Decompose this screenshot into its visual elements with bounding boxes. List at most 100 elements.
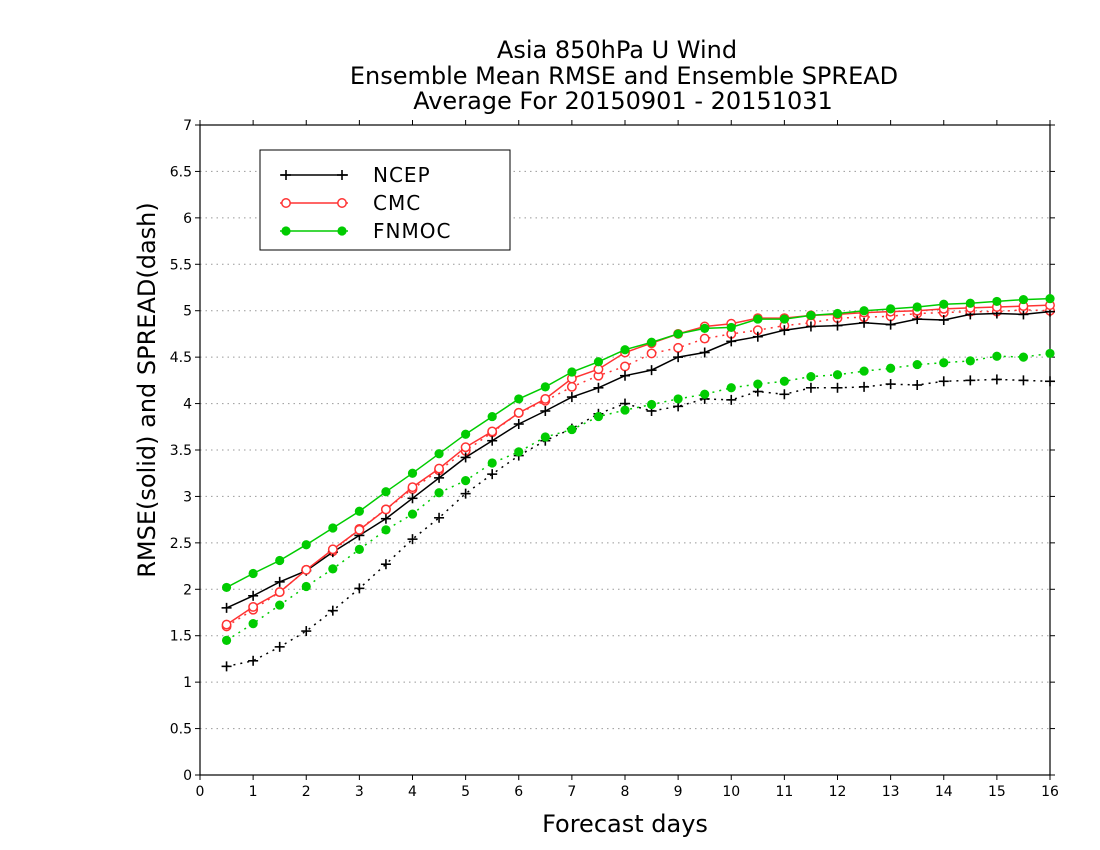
data-point-plus <box>779 389 790 400</box>
series-fnmoc-spread <box>221 348 1055 645</box>
y-tick-label: 4 <box>183 397 192 413</box>
x-tick-label: 2 <box>302 784 311 800</box>
data-point-open-circle <box>646 348 657 359</box>
y-axis-label: RMSE(solid) and SPREAD(dash) <box>133 202 161 578</box>
data-point-open-circle <box>673 342 684 353</box>
x-tick-label: 10 <box>722 784 740 800</box>
data-point-plus <box>281 170 291 180</box>
data-point-filled-circle <box>540 432 550 442</box>
data-point-filled-circle <box>700 323 710 333</box>
chart-title-line-3: Average For 20150901 - 20151031 <box>413 87 833 115</box>
data-point-filled-circle <box>354 506 364 516</box>
data-point-filled-circle <box>700 389 710 399</box>
data-point-filled-circle <box>514 394 524 404</box>
data-point-plus <box>832 320 843 331</box>
data-point-open-circle <box>566 381 577 392</box>
data-point-plus <box>274 576 285 587</box>
data-point-plus <box>991 374 1002 385</box>
data-point-filled-circle <box>673 329 683 339</box>
data-point-filled-circle <box>434 488 444 498</box>
data-point-plus <box>938 315 949 325</box>
data-point-filled-circle <box>779 314 789 324</box>
data-point-filled-circle <box>487 458 497 468</box>
data-point-filled-circle <box>939 299 949 309</box>
x-tick-label: 3 <box>355 784 364 800</box>
data-point-filled-circle <box>1045 348 1055 359</box>
data-point-filled-circle <box>620 405 630 415</box>
data-point-filled-circle <box>806 310 816 320</box>
data-point-filled-circle <box>832 308 843 319</box>
data-point-plus <box>301 626 312 637</box>
data-point-plus <box>274 641 285 652</box>
data-point-filled-circle <box>726 383 736 393</box>
data-point-filled-circle <box>646 399 657 410</box>
x-tick-label: 5 <box>461 784 470 800</box>
data-point-open-circle <box>221 619 232 630</box>
y-tick-label: 1.5 <box>170 629 192 645</box>
data-point-filled-circle <box>859 366 869 376</box>
data-point-filled-circle <box>301 540 311 550</box>
data-point-open-circle <box>281 198 291 208</box>
data-point-filled-circle <box>753 314 763 324</box>
data-point-open-circle <box>540 393 551 404</box>
data-point-open-circle <box>337 198 347 208</box>
data-point-filled-circle <box>992 296 1002 307</box>
data-point-plus <box>337 170 347 180</box>
series-cmc-spread <box>221 304 1055 632</box>
series-line <box>226 304 1051 626</box>
data-point-plus <box>487 435 498 446</box>
series-line <box>226 310 1051 609</box>
data-point-plus <box>248 590 259 601</box>
data-point-plus <box>859 381 870 392</box>
data-point-open-circle <box>620 361 630 372</box>
x-tick-label: 13 <box>882 784 900 800</box>
y-tick-label: 0 <box>183 768 192 784</box>
data-point-plus <box>434 512 445 523</box>
data-point-plus <box>805 382 816 393</box>
data-point-filled-circle <box>221 582 232 593</box>
data-point-plus <box>885 319 896 330</box>
data-point-filled-circle <box>381 525 391 535</box>
data-point-open-circle <box>513 407 524 418</box>
data-point-plus <box>327 605 338 616</box>
y-tick-label: 6.5 <box>170 164 192 180</box>
data-point-open-circle <box>487 426 498 437</box>
data-point-plus <box>487 469 498 480</box>
data-point-filled-circle <box>965 298 975 308</box>
data-point-plus <box>620 370 630 381</box>
legend-label: CMC <box>373 191 421 215</box>
data-point-open-circle <box>301 564 312 575</box>
data-point-plus <box>221 661 232 672</box>
data-point-filled-circle <box>407 509 418 519</box>
x-tick-label: 6 <box>514 784 523 800</box>
x-tick-label: 8 <box>621 784 630 800</box>
y-tick-label: 3 <box>183 489 192 505</box>
data-point-open-circle <box>274 587 285 598</box>
data-point-filled-circle <box>301 581 311 592</box>
data-point-filled-circle <box>328 564 338 574</box>
data-point-plus <box>699 347 710 358</box>
data-point-filled-circle <box>912 302 922 312</box>
data-point-filled-circle <box>1045 294 1055 304</box>
data-point-filled-circle <box>726 322 736 333</box>
data-point-open-circle <box>407 482 418 493</box>
data-point-plus <box>646 365 657 376</box>
x-tick-label: 7 <box>567 784 576 800</box>
grid <box>200 170 1050 730</box>
data-point-plus <box>540 406 551 416</box>
data-point-plus <box>752 331 763 342</box>
y-tick-label: 5 <box>183 304 192 320</box>
y-tick-label: 0.5 <box>170 722 192 738</box>
data-point-filled-circle <box>567 424 577 435</box>
data-point-filled-circle <box>753 379 763 389</box>
data-point-plus <box>938 376 949 387</box>
x-axis-label: Forecast days <box>542 810 708 838</box>
data-point-filled-circle <box>965 356 975 366</box>
data-point-filled-circle <box>514 447 524 457</box>
data-point-plus <box>1018 309 1029 320</box>
data-point-plus <box>1018 375 1029 386</box>
data-point-plus <box>380 513 391 524</box>
data-point-filled-circle <box>886 363 896 373</box>
x-tick-label: 9 <box>674 784 683 800</box>
data-point-filled-circle <box>859 306 869 316</box>
